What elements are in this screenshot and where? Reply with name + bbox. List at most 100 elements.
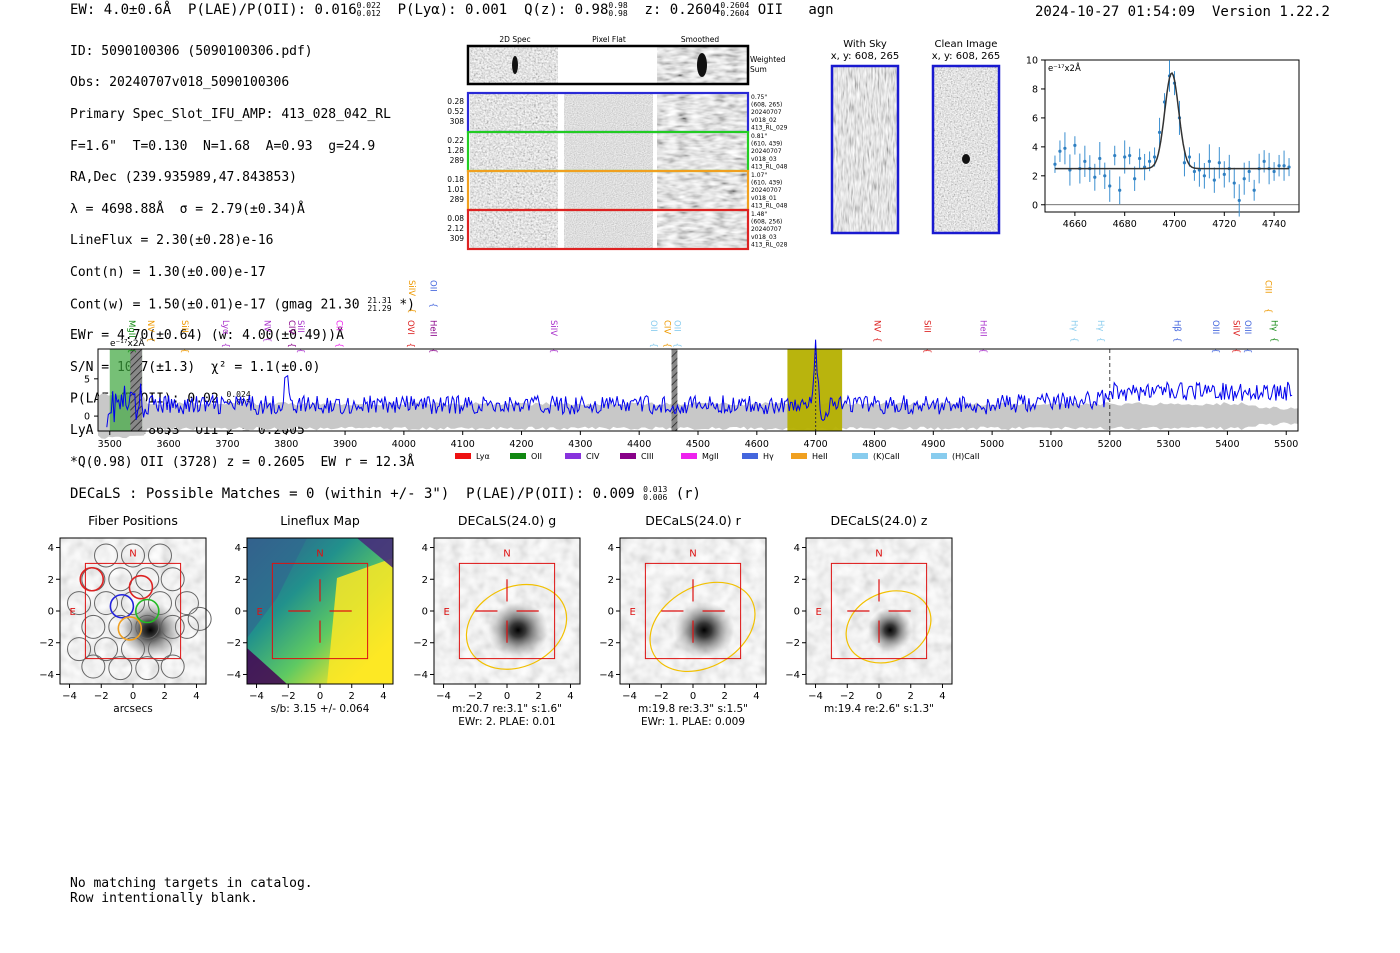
line-marker-brace: { bbox=[333, 343, 343, 348]
panel-y-tick-label: 2 bbox=[608, 575, 614, 586]
info-lineflux: LineFlux = 2.30(±0.28)e-16 bbox=[70, 233, 274, 249]
cutout-meta: 413_RL_048 bbox=[751, 202, 788, 209]
cutout-smoothed bbox=[657, 133, 747, 170]
spectrum-x-tick-label: 4400 bbox=[627, 439, 651, 450]
z-line: OII bbox=[757, 2, 784, 18]
panel-title: Fiber Positions bbox=[88, 513, 178, 528]
cutout-meta: 20240707 bbox=[751, 109, 782, 116]
zoom-unit-label: e⁻¹⁷x2Å bbox=[1048, 62, 1081, 74]
line-marker-brace: { bbox=[662, 343, 672, 348]
panel-x-tick-label: 4 bbox=[567, 691, 573, 702]
zoom-data-point bbox=[1192, 169, 1197, 174]
hatched-region-2 bbox=[671, 349, 678, 431]
line-marker-brace: { bbox=[406, 308, 416, 313]
zoom-data-point bbox=[1073, 143, 1077, 148]
info-primary: Primary Spec_Slot_IFU_AMP: 413_028_042_R… bbox=[70, 106, 391, 122]
spectrum-x-tick-label: 4600 bbox=[745, 439, 769, 450]
panel-x-tick-label: −4 bbox=[622, 691, 637, 702]
fiber-circle bbox=[147, 637, 172, 662]
info-contw: Cont(w) = 1.50(±0.01)e-17 (gmag 21.30 21… bbox=[70, 295, 415, 313]
selected-fiber bbox=[128, 574, 154, 600]
cutout-2d bbox=[470, 133, 558, 170]
panel-y-tick-label: 2 bbox=[235, 575, 241, 586]
col-pixel-flat: Pixel Flat bbox=[592, 35, 626, 44]
panel-x-tick-label: −2 bbox=[94, 691, 109, 702]
cutout-meta: v018_03 bbox=[751, 156, 777, 163]
zoom-y-tick-label: 6 bbox=[1032, 113, 1038, 124]
qz-range: 0.98 0.98 bbox=[608, 1, 628, 18]
line-marker-label: Hγ bbox=[1095, 320, 1105, 331]
cutout-2d bbox=[470, 172, 558, 209]
info-lambda: λ = 4698.88Å σ = 2.79(±0.34)Å bbox=[70, 201, 305, 217]
legend-swatch bbox=[791, 453, 807, 459]
galaxy-blob bbox=[674, 602, 735, 659]
zoom-data-point bbox=[1103, 174, 1107, 178]
cutout-meta: 413_RL_048 bbox=[751, 163, 788, 170]
zoom-data-point bbox=[1212, 178, 1216, 182]
image-panel: DECaLS(24.0) g N E −4 −4 −2 −2 0 0 2 2 4 4 m:20.7 re:… bbox=[413, 513, 581, 725]
spectrum-x-tick-label: 3700 bbox=[215, 439, 239, 450]
spectrum-x-tick-label: 3800 bbox=[274, 439, 298, 450]
line-marker-label: SiIV bbox=[1230, 320, 1240, 336]
compass-north: N bbox=[503, 548, 510, 559]
panel-caption: EWr: 1, PLAE: 0.009 bbox=[641, 716, 745, 725]
panel-y-tick-label: 0 bbox=[48, 607, 54, 618]
panel-x-tick-label: 2 bbox=[162, 691, 168, 702]
spectrum-x-tick-label: 5500 bbox=[1274, 439, 1298, 450]
zoom-y-tick-label: 0 bbox=[1032, 200, 1038, 211]
panel-y-tick-label: −4 bbox=[226, 670, 241, 681]
line-marker-label: OII bbox=[648, 320, 658, 332]
info-q: *Q(0.98) OII (3728) z = 0.2605 EW r = 12… bbox=[70, 454, 415, 470]
footer-line-2: Row intentionally blank. bbox=[70, 891, 258, 906]
spectrum-x-tick-label: 4300 bbox=[568, 439, 592, 450]
selected-fiber bbox=[134, 598, 160, 624]
aperture-box bbox=[644, 562, 742, 660]
panel-x-tick-label: 2 bbox=[349, 691, 355, 702]
spectrum-x-tick-label: 5300 bbox=[1156, 439, 1180, 450]
line-marker-label: SiIV bbox=[548, 320, 558, 336]
spectrum-x-tick-label: 3600 bbox=[156, 439, 180, 450]
panel-x-tick-label: 0 bbox=[130, 691, 136, 702]
line-marker-label: MgII bbox=[126, 320, 136, 338]
image-panel: Fiber Positions N E −4 −4 −2 −2 0 0 2 2 4 4 arcsecs bbox=[40, 513, 212, 715]
fiber-circle bbox=[135, 614, 160, 639]
legend-swatch bbox=[510, 453, 526, 459]
legend-swatch bbox=[681, 453, 697, 459]
cutout-meta: 413_RL_028 bbox=[751, 241, 788, 248]
fiber-circle bbox=[160, 614, 185, 639]
galaxy-blob bbox=[488, 602, 549, 659]
panel-x-tick-label: 4 bbox=[753, 691, 759, 702]
fiber-circle bbox=[67, 637, 92, 662]
spectrum-x-tick-label: 3500 bbox=[98, 439, 122, 450]
cutout-meta: 0.75" bbox=[751, 94, 767, 101]
zoom-data-point bbox=[1207, 159, 1211, 163]
fiber-circle bbox=[174, 614, 199, 639]
line-marker-label: CIV bbox=[286, 320, 296, 334]
line-marker-brace: { bbox=[262, 337, 272, 342]
panel-caption: m:19.8 re:3.3" s:1.5" bbox=[638, 703, 748, 715]
sky-panels: With Sky x, y: 608, 265 Clean Image x, y… bbox=[831, 39, 1000, 235]
compass-east: E bbox=[257, 607, 263, 618]
panel-title: DECaLS(24.0) g bbox=[458, 513, 556, 528]
line-marker-brace: { bbox=[1230, 348, 1240, 353]
spectrum-x-tick-label: 4000 bbox=[392, 439, 416, 450]
cutout-meta: 20240707 bbox=[751, 187, 782, 194]
zoom-data-point bbox=[1123, 155, 1127, 159]
plae-label: P(LAE)/P(OII): bbox=[188, 2, 307, 18]
legend-label: (K)CaII bbox=[873, 452, 900, 461]
cutout-meta: 413_RL_029 bbox=[751, 124, 788, 131]
panel-x-tick-label: 0 bbox=[876, 691, 882, 702]
panel-y-tick-label: −2 bbox=[599, 638, 614, 649]
cutout-meta: (610, 439) bbox=[751, 180, 782, 187]
compass-north: N bbox=[875, 548, 882, 559]
fiber-circle bbox=[108, 656, 133, 681]
plya-value: 0.001 bbox=[465, 2, 508, 18]
zoom-data-point bbox=[1053, 162, 1057, 166]
spectrum-line bbox=[106, 339, 1293, 428]
with-sky-coords: x, y: 608, 265 bbox=[831, 51, 900, 62]
fiber-circle bbox=[160, 567, 185, 592]
line-marker-label: NV bbox=[262, 320, 272, 332]
info-block: ID: 5090100306 (5090100306.pdf) Obs: 202… bbox=[70, 28, 415, 486]
